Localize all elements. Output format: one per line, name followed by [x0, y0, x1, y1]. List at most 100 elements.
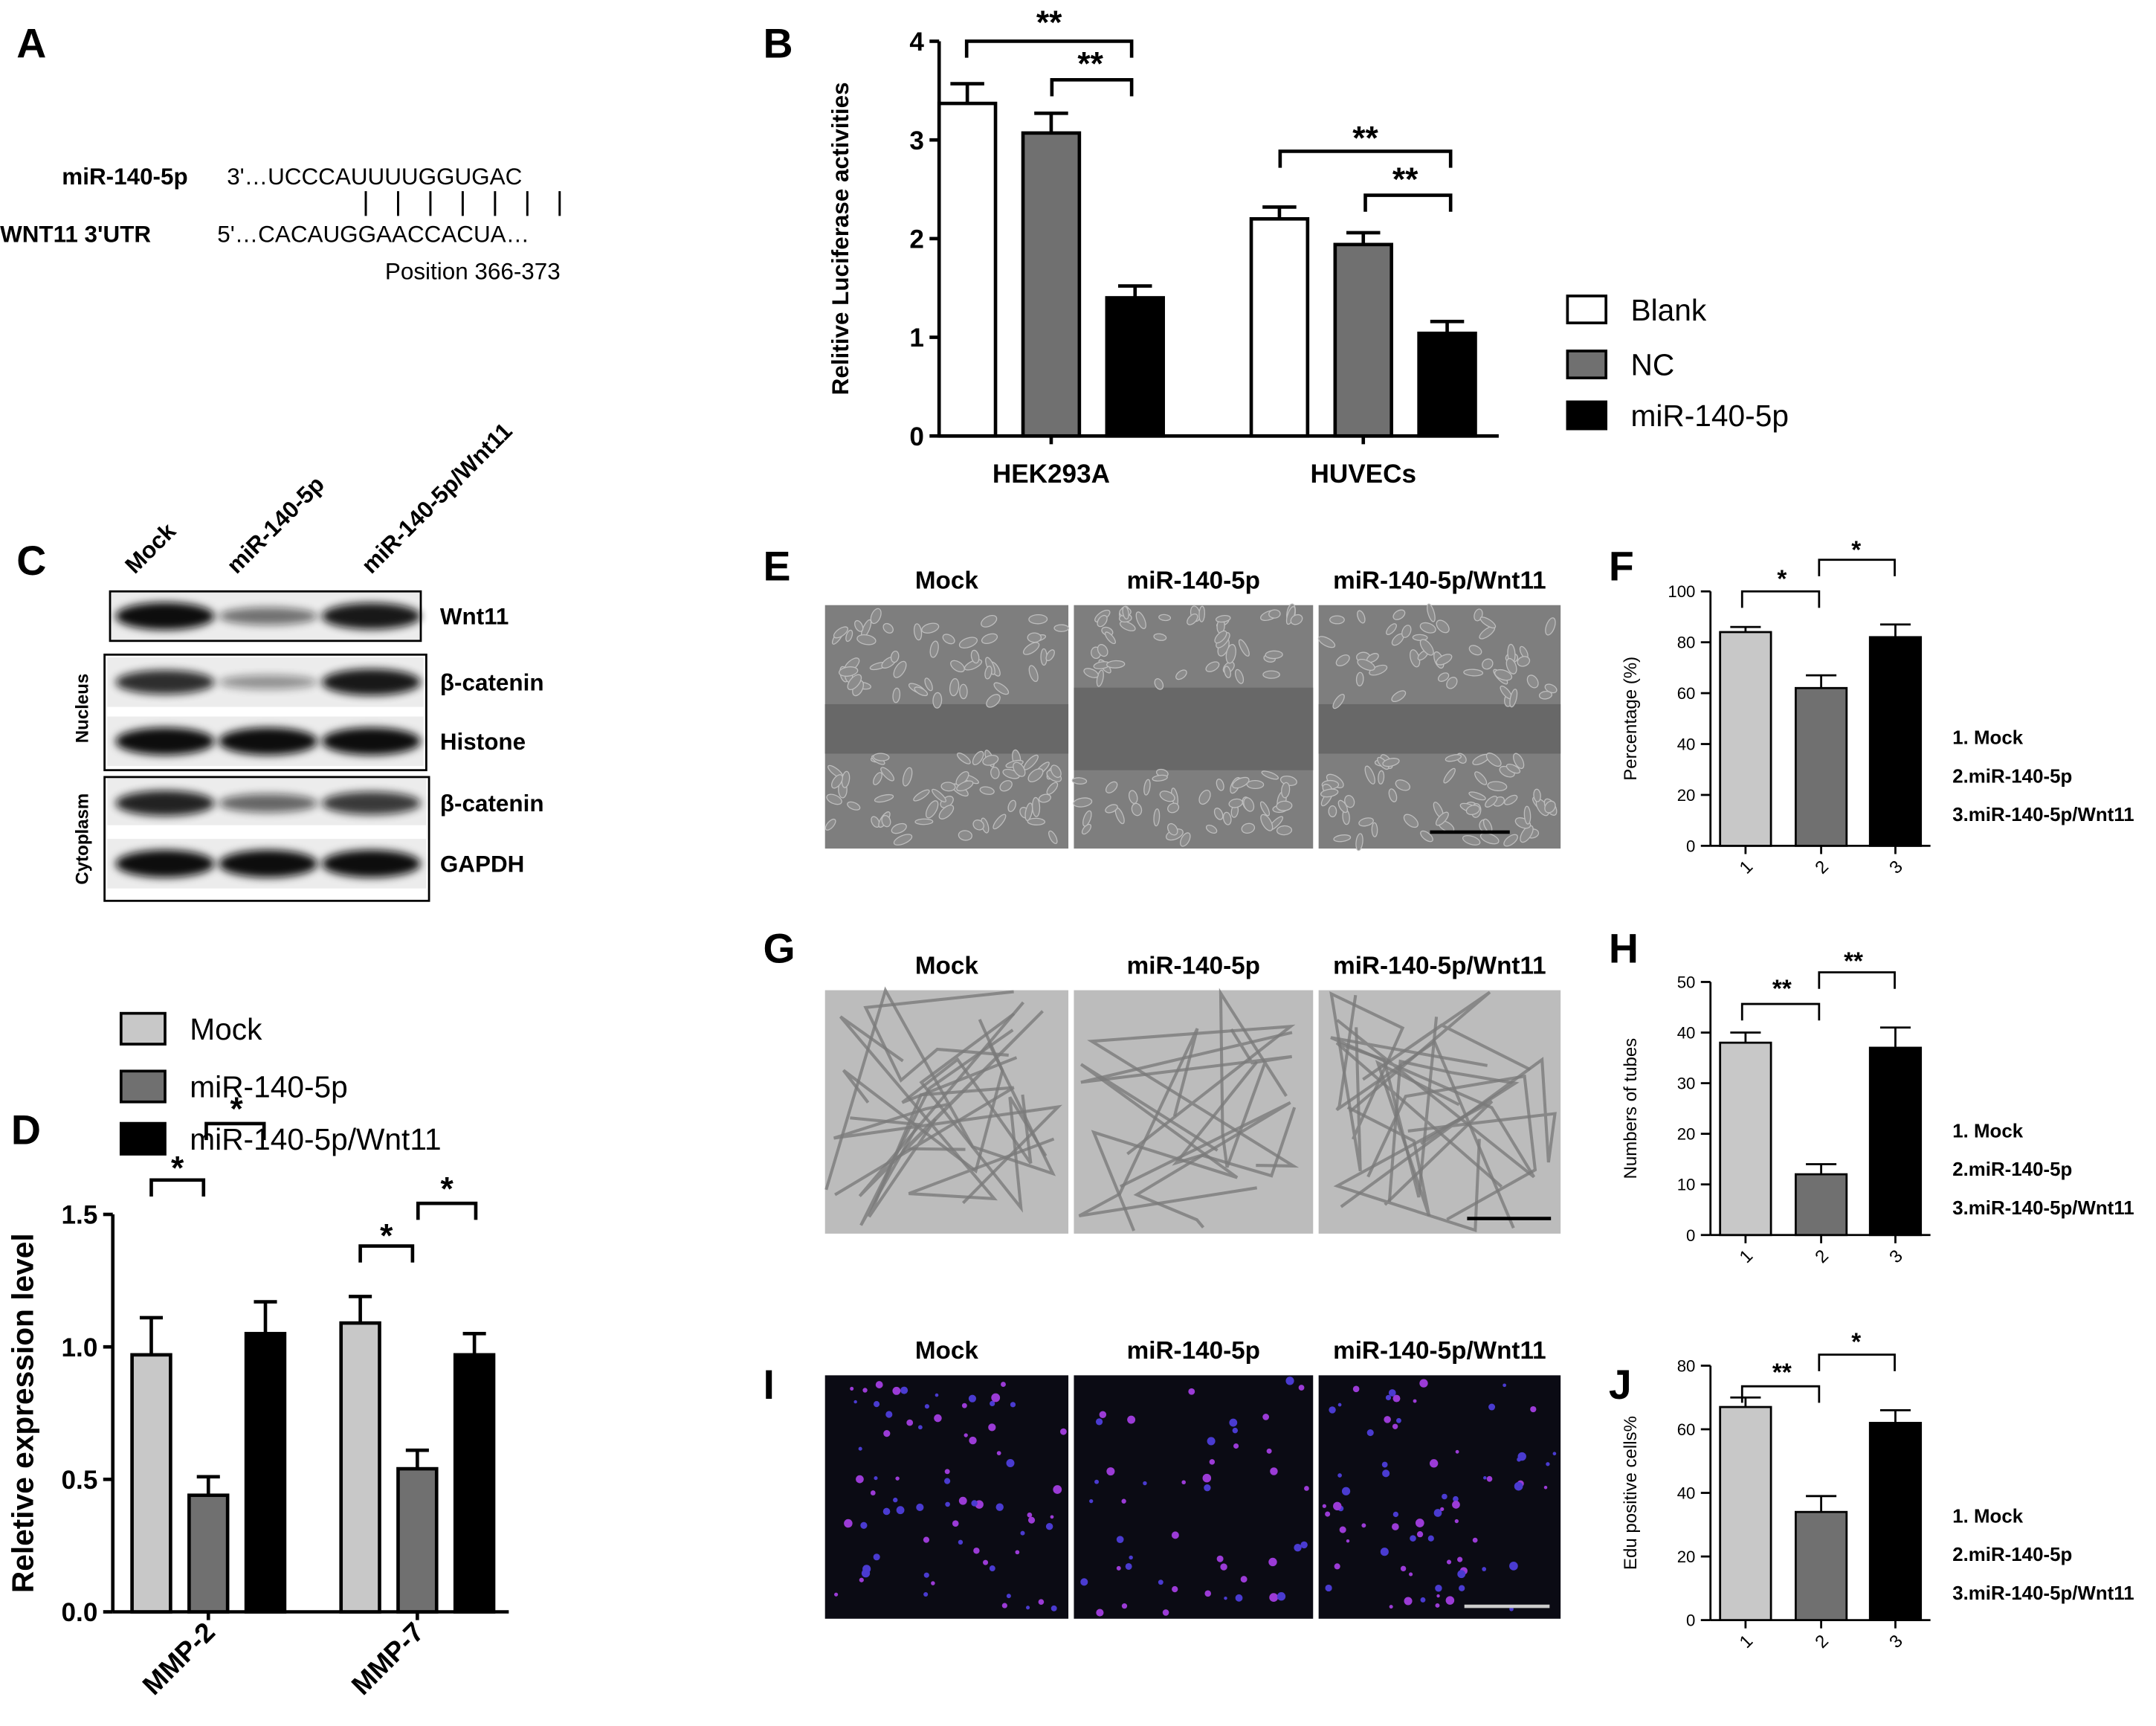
nucleus-dot	[1334, 1563, 1340, 1570]
significance-bracket	[1818, 558, 1896, 576]
cell	[938, 805, 955, 819]
column-label: Mock	[915, 567, 979, 595]
nucleus-dot	[1352, 1385, 1360, 1393]
cell	[1228, 798, 1243, 808]
cell	[1320, 788, 1339, 798]
tube	[1340, 1057, 1557, 1208]
cell	[993, 814, 1007, 830]
cell	[1038, 793, 1051, 803]
bar	[1868, 636, 1923, 847]
cell	[959, 683, 968, 700]
cell	[838, 666, 859, 677]
cell	[1371, 822, 1378, 837]
cell	[1097, 644, 1108, 657]
band-label: β-catenin	[440, 790, 544, 817]
cell	[1446, 677, 1458, 689]
nucleus-dot	[885, 1411, 893, 1418]
blot-frame	[103, 776, 430, 902]
nucleus-dot	[1346, 1539, 1350, 1543]
nucleus-dot	[1325, 1584, 1332, 1592]
x-tick-label: MMP-2	[137, 1617, 221, 1701]
nucleus-dot	[1232, 1427, 1239, 1434]
cell	[1045, 649, 1055, 662]
cell	[1436, 654, 1453, 666]
nucleus-dot	[873, 1401, 880, 1408]
nucleus-dot	[1452, 1500, 1460, 1509]
nucleus-dot	[1385, 1394, 1392, 1401]
nucleus-dot	[1454, 1519, 1459, 1524]
nucleus-dot	[1116, 1565, 1121, 1571]
cell	[1027, 768, 1044, 782]
nucleus-dot	[1038, 1599, 1045, 1605]
cell	[1328, 805, 1337, 818]
nucleus-dot	[1216, 1555, 1224, 1562]
nucleus-dot	[973, 1548, 980, 1554]
fraction-label: Cytoplasm	[72, 793, 92, 885]
nucleus-dot	[1472, 1537, 1478, 1543]
tube	[1329, 991, 1405, 1172]
cell	[1505, 763, 1521, 774]
significance-label: **	[1392, 161, 1418, 198]
cell	[1391, 690, 1407, 703]
bar	[244, 1332, 287, 1614]
nucleus-dot	[1503, 1383, 1506, 1388]
cell	[831, 774, 843, 789]
band-label: β-catenin	[440, 669, 544, 695]
wound-gap	[1318, 703, 1561, 754]
cell	[893, 660, 907, 678]
nucleus-dot	[1121, 1498, 1126, 1504]
blot-band	[115, 670, 215, 695]
cell	[984, 666, 993, 680]
legend-swatch	[119, 1011, 167, 1046]
cell	[1071, 777, 1088, 785]
nucleus-dot	[1158, 1580, 1163, 1585]
panel-label: I	[763, 1362, 774, 1408]
cell	[1517, 656, 1531, 667]
bar	[453, 1353, 496, 1614]
nucleus-dot	[1270, 1467, 1278, 1475]
cell	[1105, 804, 1118, 814]
nucleus-dot	[923, 1591, 929, 1597]
cell	[932, 692, 943, 709]
nucleus-dot	[1361, 1523, 1366, 1528]
nucleus-dot	[988, 1423, 996, 1432]
cell	[1435, 811, 1449, 826]
nucleus-dot	[991, 1393, 1001, 1403]
nucleus-dot	[1300, 1541, 1308, 1549]
blot-band	[321, 727, 421, 756]
nucleus-dot	[934, 1414, 942, 1423]
cell	[1463, 669, 1484, 677]
cell	[1028, 614, 1048, 625]
nucleus-dot	[1050, 1515, 1054, 1519]
y-tick-label: 1	[909, 323, 924, 352]
nucleus-dot	[1380, 1548, 1389, 1556]
nucleus-dot	[1482, 1567, 1487, 1571]
legend-label: miR-140-5p/Wnt11	[190, 1122, 441, 1156]
cell	[881, 814, 891, 828]
lane-label: miR-140-5p/Wnt11	[357, 418, 517, 579]
cell	[1427, 603, 1436, 622]
significance-bracket	[1818, 971, 1896, 989]
cell	[1105, 781, 1118, 793]
nucleus-dot	[1181, 1480, 1186, 1485]
cell	[1175, 669, 1187, 680]
nucleus-dot	[931, 1581, 935, 1585]
cell	[932, 788, 947, 802]
nucleus-dot	[935, 1393, 939, 1397]
y-tick-label: 80	[1677, 1356, 1696, 1375]
column-label: miR-140-5p	[1127, 952, 1260, 979]
y-axis-title: Percentage (%)	[1621, 657, 1641, 781]
cell	[1225, 643, 1236, 664]
nucleus-dot	[1026, 1606, 1030, 1610]
nucleus-dot	[1366, 1429, 1374, 1437]
nucleus-dot	[893, 1497, 898, 1503]
nucleus-dot	[1207, 1437, 1216, 1446]
nucleus-dot	[1483, 1476, 1487, 1480]
significance-bracket	[149, 1178, 206, 1197]
nucleus-dot	[1415, 1519, 1424, 1527]
cell	[1205, 824, 1218, 834]
bar	[1795, 686, 1848, 847]
blot-band	[219, 674, 318, 689]
cell	[1533, 788, 1541, 802]
